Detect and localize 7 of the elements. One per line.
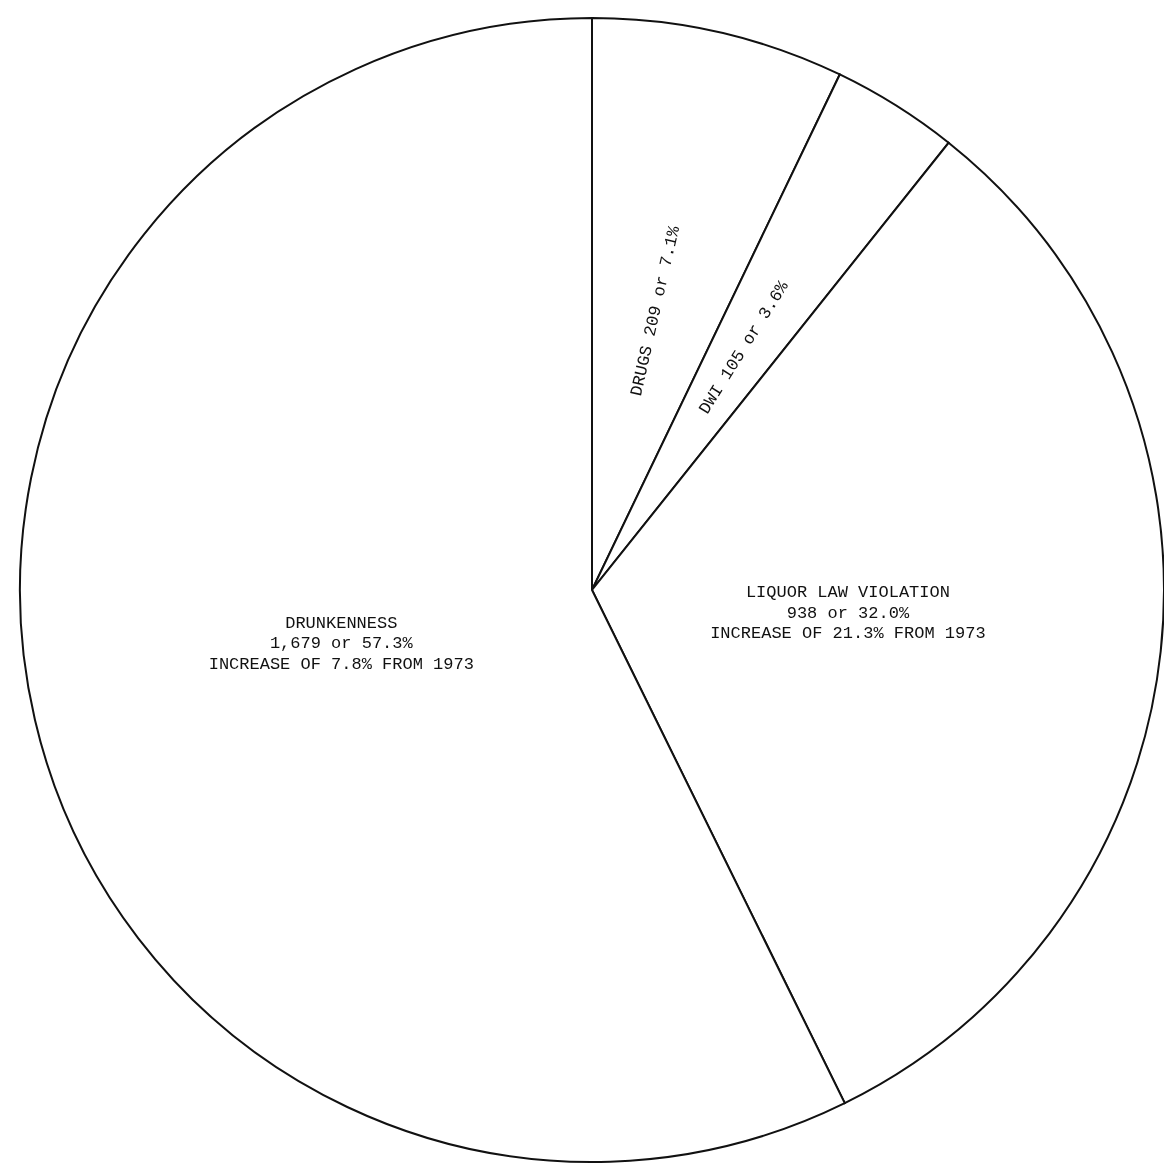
data-label: 938 or 32.0% — [786, 603, 910, 623]
slice-label: DRUNKENNESS — [285, 613, 398, 633]
slice-label: LIQUOR LAW VIOLATION — [745, 583, 950, 603]
text: INCREASE OF 7.8% FROM 1973 — [208, 654, 474, 674]
data-label: 1,679 or 57.3% — [269, 634, 414, 654]
slice-label: DRUGS 209 or 7.1% — [626, 223, 685, 398]
text: INCREASE OF 21.3% FROM 1973 — [710, 624, 986, 644]
